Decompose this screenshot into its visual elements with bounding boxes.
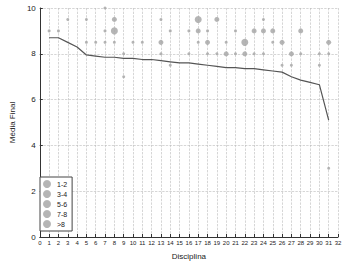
svg-text:27: 27 — [288, 240, 295, 246]
svg-text:21: 21 — [232, 240, 239, 246]
svg-text:32: 32 — [335, 240, 342, 246]
svg-text:24: 24 — [260, 240, 267, 246]
svg-text:13: 13 — [158, 240, 165, 246]
svg-text:2: 2 — [31, 187, 36, 196]
svg-text:7-8: 7-8 — [57, 211, 67, 218]
svg-text:>8: >8 — [57, 221, 65, 228]
svg-text:12: 12 — [148, 240, 155, 246]
svg-text:16: 16 — [186, 240, 193, 246]
svg-text:17: 17 — [195, 240, 202, 246]
svg-text:26: 26 — [279, 240, 286, 246]
svg-text:30: 30 — [316, 240, 323, 246]
svg-text:8: 8 — [113, 240, 117, 246]
svg-text:3-4: 3-4 — [57, 191, 67, 198]
svg-text:5: 5 — [85, 240, 89, 246]
svg-text:23: 23 — [251, 240, 258, 246]
svg-text:0: 0 — [31, 233, 36, 242]
svg-text:15: 15 — [176, 240, 183, 246]
svg-text:25: 25 — [269, 240, 276, 246]
svg-text:9: 9 — [122, 240, 126, 246]
svg-text:8: 8 — [31, 49, 36, 58]
svg-text:0: 0 — [38, 240, 42, 246]
svg-text:5-6: 5-6 — [57, 201, 67, 208]
svg-text:1: 1 — [47, 240, 51, 246]
svg-text:4: 4 — [31, 141, 36, 150]
svg-text:11: 11 — [139, 240, 146, 246]
svg-text:7: 7 — [103, 240, 107, 246]
svg-text:10: 10 — [27, 4, 36, 13]
svg-text:6: 6 — [31, 95, 36, 104]
svg-text:29: 29 — [307, 240, 314, 246]
svg-text:19: 19 — [214, 240, 221, 246]
svg-text:1-2: 1-2 — [57, 181, 67, 188]
svg-text:Média Final: Média Final — [8, 102, 17, 144]
svg-text:4: 4 — [75, 240, 79, 246]
svg-text:28: 28 — [297, 240, 304, 246]
svg-text:20: 20 — [223, 240, 230, 246]
svg-text:6: 6 — [94, 240, 98, 246]
svg-text:3: 3 — [66, 240, 70, 246]
svg-text:2: 2 — [57, 240, 61, 246]
svg-text:Disciplina: Disciplina — [172, 252, 207, 261]
svg-text:10: 10 — [130, 240, 137, 246]
svg-text:22: 22 — [241, 240, 248, 246]
svg-text:31: 31 — [325, 240, 332, 246]
svg-text:18: 18 — [204, 240, 211, 246]
svg-text:14: 14 — [167, 240, 174, 246]
